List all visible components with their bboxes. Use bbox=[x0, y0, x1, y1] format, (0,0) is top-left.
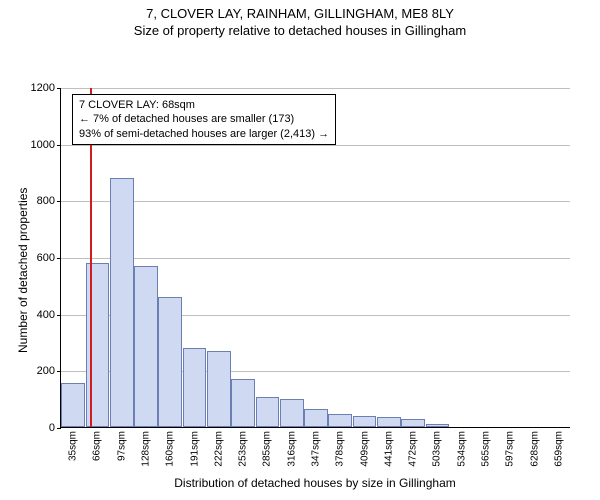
histogram-bar bbox=[183, 348, 207, 427]
x-tick-label: 347sqm bbox=[311, 431, 322, 467]
x-tick-label: 128sqm bbox=[141, 431, 152, 467]
y-tick-mark bbox=[57, 201, 61, 202]
x-tick-label: 316sqm bbox=[286, 431, 297, 467]
annotation-line: ← 7% of detached houses are smaller (173… bbox=[79, 112, 329, 126]
x-tick-label: 565sqm bbox=[481, 431, 492, 467]
x-tick-label: 66sqm bbox=[92, 431, 103, 461]
gridline bbox=[61, 258, 570, 259]
y-tick-mark bbox=[57, 315, 61, 316]
x-axis-label: Distribution of detached houses by size … bbox=[60, 476, 570, 490]
y-tick-mark bbox=[57, 371, 61, 372]
histogram-bar bbox=[256, 397, 280, 427]
x-tick-label: 472sqm bbox=[408, 431, 419, 467]
title-block: 7, CLOVER LAY, RAINHAM, GILLINGHAM, ME8 … bbox=[0, 0, 600, 38]
histogram-bar bbox=[61, 383, 85, 427]
y-tick-mark bbox=[57, 258, 61, 259]
address-line: 7, CLOVER LAY, RAINHAM, GILLINGHAM, ME8 … bbox=[0, 6, 600, 21]
x-tick-label: 441sqm bbox=[383, 431, 394, 467]
x-tick-label: 285sqm bbox=[262, 431, 273, 467]
histogram-bar bbox=[207, 351, 231, 428]
x-tick-label: 597sqm bbox=[505, 431, 516, 467]
x-tick-label: 534sqm bbox=[456, 431, 467, 467]
annotation-box: 7 CLOVER LAY: 68sqm← 7% of detached hous… bbox=[72, 94, 336, 145]
histogram-bar bbox=[401, 419, 425, 428]
histogram-bar bbox=[280, 399, 304, 427]
annotation-line: 7 CLOVER LAY: 68sqm bbox=[79, 98, 329, 112]
x-tick-label: 409sqm bbox=[359, 431, 370, 467]
histogram-bar bbox=[304, 409, 328, 427]
histogram-bar bbox=[110, 178, 134, 427]
y-tick-mark bbox=[57, 428, 61, 429]
x-tick-label: 97sqm bbox=[116, 431, 127, 461]
histogram-bar bbox=[134, 266, 158, 428]
x-tick-label: 191sqm bbox=[189, 431, 200, 467]
histogram-bar bbox=[353, 416, 377, 427]
gridline bbox=[61, 88, 570, 89]
x-tick-label: 35sqm bbox=[68, 431, 79, 461]
histogram-bar bbox=[426, 424, 450, 427]
y-tick-mark bbox=[57, 88, 61, 89]
gridline bbox=[61, 201, 570, 202]
x-tick-label: 222sqm bbox=[213, 431, 224, 467]
x-tick-label: 503sqm bbox=[432, 431, 443, 467]
histogram-bar bbox=[231, 379, 255, 427]
x-tick-label: 160sqm bbox=[165, 431, 176, 467]
y-tick-mark bbox=[57, 145, 61, 146]
histogram-bar bbox=[158, 297, 182, 427]
x-tick-label: 253sqm bbox=[238, 431, 249, 467]
annotation-line: 93% of semi-detached houses are larger (… bbox=[79, 127, 329, 141]
histogram-bar bbox=[328, 414, 352, 427]
x-tick-label: 628sqm bbox=[529, 431, 540, 467]
histogram-bar bbox=[377, 417, 401, 427]
chart-subtitle: Size of property relative to detached ho… bbox=[0, 23, 600, 38]
y-axis-label: Number of detached properties bbox=[16, 188, 30, 353]
x-tick-label: 659sqm bbox=[553, 431, 564, 467]
x-tick-label: 378sqm bbox=[335, 431, 346, 467]
